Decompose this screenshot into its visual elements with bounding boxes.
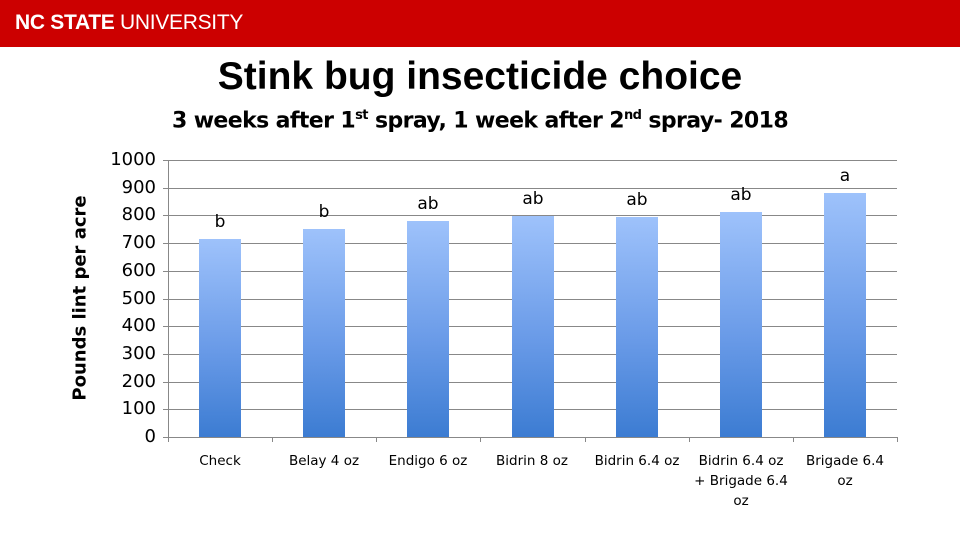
significance-letter: a xyxy=(839,166,851,186)
x-category-label-line: Endigo 6 oz xyxy=(388,453,468,469)
bar-3 xyxy=(407,221,449,437)
significance-letter: b xyxy=(318,202,330,222)
x-category-label-line: + Brigade 6.4 xyxy=(694,473,788,489)
brand-bold: NC STATE xyxy=(15,11,115,34)
gridline xyxy=(163,437,897,438)
x-tick-mark xyxy=(480,437,481,442)
x-tick-mark xyxy=(793,437,794,442)
x-category-label: Check xyxy=(168,451,272,471)
gridline xyxy=(163,160,897,161)
significance-letter: ab xyxy=(417,194,439,214)
subtitle-superscript: st xyxy=(355,108,368,123)
y-tick-label: 900 xyxy=(121,177,156,198)
x-category-label: Brigade 6.4 oz xyxy=(793,451,897,491)
significance-letter: ab xyxy=(626,190,648,210)
subtitle-text: 3 weeks after 1 xyxy=(171,108,356,134)
x-category-label-line: oz xyxy=(837,473,853,489)
y-tick-label: 500 xyxy=(121,288,156,309)
brand-light: UNIVERSITY xyxy=(120,11,244,34)
bar-4 xyxy=(512,216,554,437)
y-axis-label: Pounds lint per acre xyxy=(69,195,91,401)
y-tick-label: 800 xyxy=(121,204,156,225)
subtitle-superscript: nd xyxy=(623,108,642,123)
x-category-label-line: Belay 4 oz xyxy=(288,453,360,469)
y-tick-label: 0 xyxy=(144,426,156,447)
y-tick-label: 400 xyxy=(121,315,156,336)
x-tick-mark xyxy=(272,437,273,442)
y-tick-label: 100 xyxy=(121,398,156,419)
significance-letter: ab xyxy=(730,185,752,205)
slide-subtitle: 3 weeks after 1st spray, 1 week after 2n… xyxy=(0,108,960,133)
gridline xyxy=(163,188,897,189)
y-tick-label: 600 xyxy=(121,260,156,281)
x-category-label-line: Check xyxy=(199,453,241,469)
x-category-label-line: Bidrin 6.4 oz xyxy=(594,453,680,469)
significance-letter: ab xyxy=(522,189,544,209)
significance-letter: b xyxy=(214,212,226,232)
y-tick-label: 300 xyxy=(121,343,156,364)
university-logo: NC STATE UNIVERSITY xyxy=(15,11,243,35)
gridline xyxy=(163,215,897,216)
header-banner: NC STATE UNIVERSITY xyxy=(0,0,960,47)
bar-2 xyxy=(303,229,345,437)
y-tick-label: 1000 xyxy=(110,149,156,170)
x-category-label-line: Bidrin 6.4 oz xyxy=(698,453,784,469)
bar-7 xyxy=(824,193,866,437)
bar-5 xyxy=(616,217,658,437)
x-tick-mark xyxy=(689,437,690,442)
x-tick-mark xyxy=(168,437,169,442)
x-category-label: Belay 4 oz xyxy=(272,451,376,471)
x-category-label-line: oz xyxy=(733,493,749,509)
x-category-label: Endigo 6 oz xyxy=(376,451,480,471)
subtitle-text: spray- 2018 xyxy=(641,108,789,134)
x-category-label: Bidrin 6.4 oz + Brigade 6.4 oz xyxy=(689,451,793,511)
y-axis xyxy=(168,160,169,442)
subtitle-text: spray, 1 week after 2 xyxy=(367,108,625,134)
slide-title: Stink bug insecticide choice xyxy=(217,55,743,98)
x-category-label-line: Brigade 6.4 xyxy=(805,453,885,469)
bar-1 xyxy=(199,239,241,437)
x-tick-mark xyxy=(376,437,377,442)
x-category-label-line: Bidrin 8 oz xyxy=(496,453,568,469)
x-category-label: Bidrin 6.4 oz xyxy=(585,451,689,471)
bar-6 xyxy=(720,212,762,437)
y-tick-label: 700 xyxy=(121,232,156,253)
x-tick-mark xyxy=(897,437,898,442)
y-tick-label: 200 xyxy=(121,371,156,392)
x-tick-mark xyxy=(585,437,586,442)
x-category-label: Bidrin 8 oz xyxy=(480,451,584,471)
